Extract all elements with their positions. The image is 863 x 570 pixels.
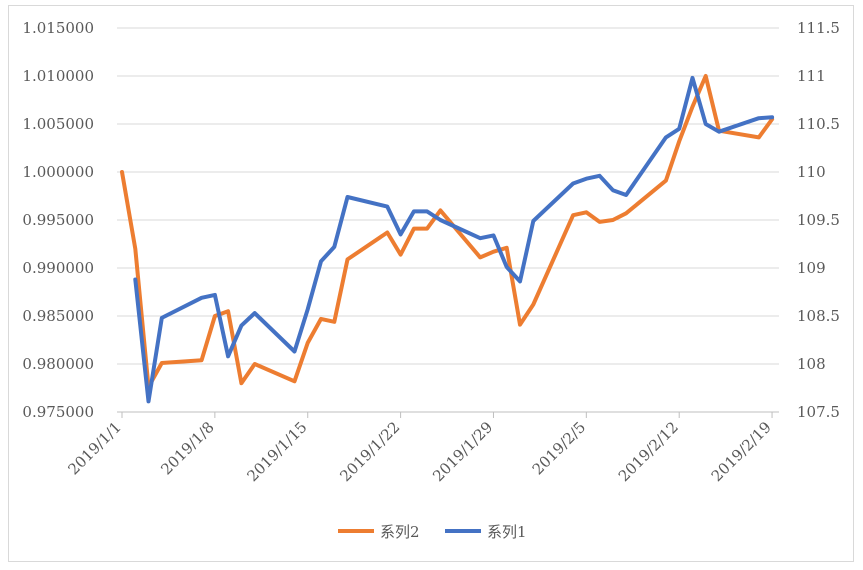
y-left-tick-label: 1.010000 — [22, 67, 94, 85]
y-right-tick-label: 108.5 — [797, 307, 840, 325]
y-right-tick-label: 110 — [797, 163, 826, 181]
y-left-tick-label: 0.995000 — [22, 211, 94, 229]
y-right-tick-label: 109 — [797, 259, 826, 277]
series-left-line — [120, 74, 775, 389]
y-left-tick-label: 0.985000 — [22, 307, 94, 325]
axes: 0.975000 0.980000 0.985000 0.990000 0.995000… — [22, 19, 840, 485]
legend-label: 系列2 — [380, 523, 420, 541]
x-tick-label: 2019/1/1 — [64, 418, 124, 478]
x-tick-label: 2019/2/12 — [615, 418, 682, 485]
series-right-line — [133, 75, 775, 404]
y-right-tick-label: 111.5 — [797, 19, 840, 37]
x-tick-label: 2019/2/5 — [529, 418, 589, 478]
y-right-tick-label: 107.5 — [797, 403, 840, 421]
y-left-tick-label: 1.005000 — [22, 115, 94, 133]
y-left-tick-label: 1.015000 — [22, 19, 94, 37]
plot-lines — [120, 74, 775, 404]
y-left-tick-label: 0.990000 — [22, 259, 94, 277]
y-left-tick-label: 0.975000 — [22, 403, 94, 421]
legend: 系列2 系列1 — [338, 523, 527, 541]
y-right-tick-label: 110.5 — [797, 115, 840, 133]
y-right-tick-label: 108 — [797, 355, 826, 373]
x-tick-label: 2019/1/29 — [429, 418, 496, 485]
y-left-tick-label: 1.000000 — [22, 163, 94, 181]
x-tick-label: 2019/2/19 — [708, 418, 775, 485]
x-tick-label: 2019/1/22 — [336, 418, 403, 485]
x-tick-label: 2019/1/15 — [243, 418, 310, 485]
y-right-tick-label: 109.5 — [797, 211, 840, 229]
legend-label: 系列1 — [487, 523, 527, 541]
x-tick-label: 2019/1/8 — [157, 418, 217, 478]
y-left-tick-label: 0.980000 — [22, 355, 94, 373]
y-right-tick-label: 111 — [797, 67, 826, 85]
